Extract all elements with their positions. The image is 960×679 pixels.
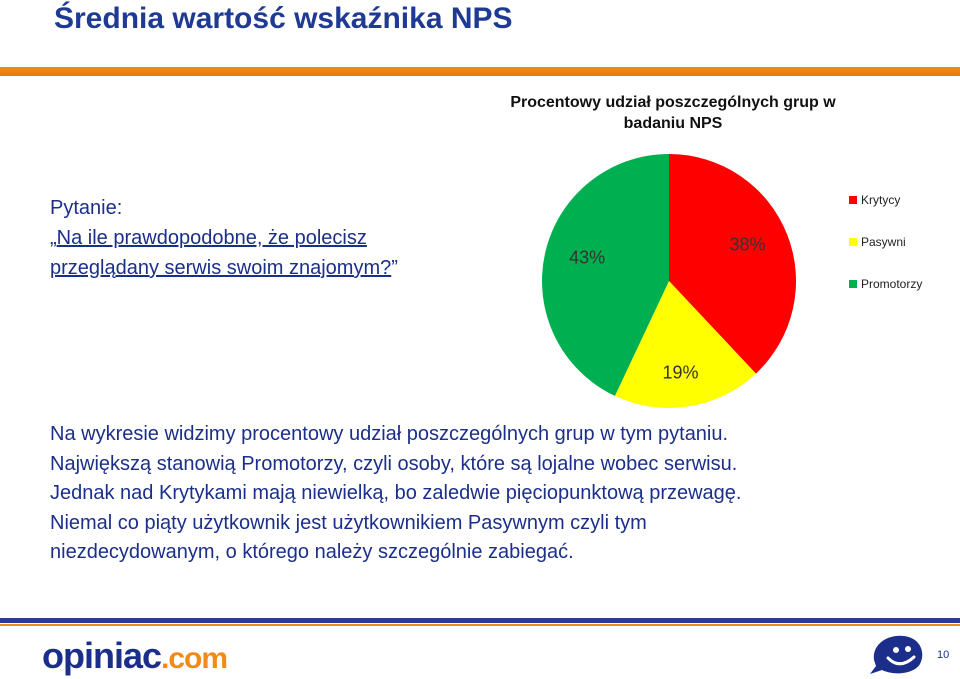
legend-label: Krytycy	[861, 193, 901, 207]
page-number: 10	[937, 649, 950, 661]
body-line: Niemal co piąty użytkownik jest użytkown…	[50, 511, 647, 534]
legend-item-krytycy: Krytycy	[849, 192, 900, 208]
footer-divider	[0, 618, 960, 623]
body-line: Największą stanowią Promotorzy, czyli os…	[50, 452, 738, 475]
legend-item-promotorzy: Promotorzy	[849, 276, 922, 292]
pie-label-promotorzy: 43%	[569, 248, 605, 268]
chart-title: Procentowy udział poszczególnych grup w …	[510, 94, 836, 132]
question-text: Na ile prawdopodobne, że polecisz przegl…	[50, 227, 392, 279]
legend-swatch	[849, 195, 857, 204]
legend-swatch	[849, 237, 857, 246]
legend-label: Pasywni	[861, 235, 906, 249]
slide-title: Średnia wartość wskaźnika NPS	[54, 2, 513, 35]
pie-label-krytycy: 38%	[729, 235, 765, 255]
question-close-quote: ”	[391, 257, 398, 279]
pie-slice-promotorzy	[542, 154, 669, 396]
pie-slice-pasywni	[614, 281, 756, 408]
logo-suffix: .com	[161, 642, 228, 675]
top-divider	[0, 67, 960, 76]
body-text: Na wykresie widzimy procentowy udział po…	[50, 420, 950, 568]
question-label: Pytanie:	[50, 197, 123, 219]
body-line: Na wykresie widzimy procentowy udział po…	[50, 423, 729, 445]
question-block: Pytanie: „Na ile prawdopodobne, że polec…	[50, 193, 470, 283]
opiniac-logo: opiniac.com	[42, 635, 228, 676]
logo-text: opiniac	[42, 635, 162, 676]
footer-divider-accent	[0, 624, 960, 626]
question-open-quote: „	[50, 227, 57, 249]
pie-slice-krytycy	[669, 154, 796, 374]
body-line: niezdecydowanym, o którego należy szczeg…	[50, 541, 574, 563]
legend-swatch	[849, 279, 857, 288]
legend-label: Promotorzy	[861, 277, 923, 291]
pie-label-pasywni: 19%	[663, 363, 699, 383]
smiley-mascot-icon	[870, 635, 923, 674]
legend-item-pasywni: Pasywni	[849, 234, 906, 250]
body-line: Jednak nad Krytykami mają niewielką, bo …	[50, 482, 742, 504]
